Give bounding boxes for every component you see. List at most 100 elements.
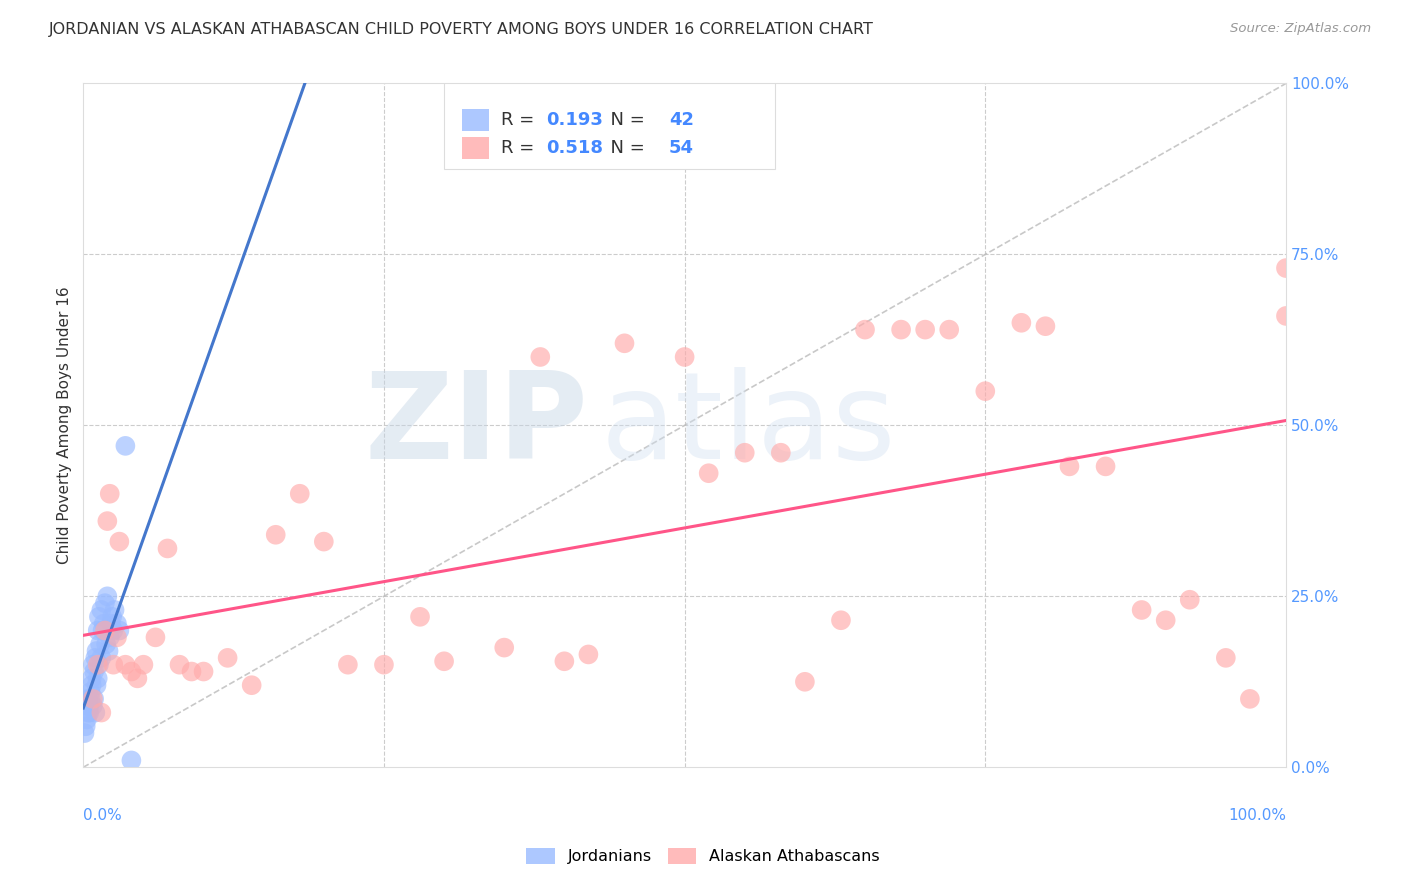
Point <box>373 657 395 672</box>
Point <box>217 651 239 665</box>
Point <box>433 654 456 668</box>
Point <box>83 692 105 706</box>
Point <box>77 692 100 706</box>
Point <box>1010 316 1032 330</box>
Point <box>82 692 104 706</box>
Point <box>86 644 108 658</box>
Point <box>1059 459 1081 474</box>
Point <box>80 672 103 686</box>
Point <box>120 754 142 768</box>
Point <box>96 514 118 528</box>
Point <box>734 446 756 460</box>
Point <box>1239 692 1261 706</box>
Point <box>409 610 432 624</box>
Text: 42: 42 <box>669 111 695 128</box>
Point <box>79 692 101 706</box>
Point <box>1130 603 1153 617</box>
Point <box>80 678 103 692</box>
Point <box>83 665 105 679</box>
FancyBboxPatch shape <box>444 84 775 169</box>
Point <box>938 323 960 337</box>
Text: N =: N = <box>599 139 651 157</box>
Point <box>90 651 112 665</box>
Point <box>1178 592 1201 607</box>
Point <box>77 706 100 720</box>
Point <box>87 672 110 686</box>
Point <box>114 657 136 672</box>
Point <box>94 637 117 651</box>
Y-axis label: Child Poverty Among Boys Under 16: Child Poverty Among Boys Under 16 <box>58 286 72 564</box>
Point <box>974 384 997 399</box>
Point <box>94 624 117 638</box>
Text: R =: R = <box>501 111 540 128</box>
Point <box>75 719 97 733</box>
Point <box>105 631 128 645</box>
Point <box>76 698 98 713</box>
Bar <box>463 137 489 160</box>
Point <box>87 657 110 672</box>
Point <box>127 672 149 686</box>
Point <box>82 698 104 713</box>
Point <box>79 698 101 713</box>
Point <box>86 678 108 692</box>
Point <box>84 651 107 665</box>
Text: 54: 54 <box>669 139 695 157</box>
Legend: Jordanians, Alaskan Athabascans: Jordanians, Alaskan Athabascans <box>520 841 886 871</box>
Point <box>100 616 122 631</box>
Point <box>169 657 191 672</box>
Point <box>87 624 110 638</box>
Text: ZIP: ZIP <box>364 367 589 483</box>
Point <box>108 534 131 549</box>
Point <box>1275 309 1298 323</box>
Point <box>240 678 263 692</box>
Text: Source: ZipAtlas.com: Source: ZipAtlas.com <box>1230 22 1371 36</box>
Point <box>108 624 131 638</box>
Point <box>114 439 136 453</box>
Point <box>697 467 720 481</box>
Point <box>156 541 179 556</box>
Point <box>312 534 335 549</box>
Point <box>769 446 792 460</box>
Point <box>529 350 551 364</box>
Point <box>101 610 124 624</box>
Point <box>103 657 125 672</box>
Point <box>103 603 125 617</box>
Point <box>89 637 111 651</box>
Point <box>73 726 96 740</box>
Point <box>180 665 202 679</box>
Point <box>1215 651 1237 665</box>
Point <box>578 648 600 662</box>
Point <box>97 644 120 658</box>
Text: 0.518: 0.518 <box>547 139 603 157</box>
Point <box>79 706 101 720</box>
Point <box>288 487 311 501</box>
Point <box>132 657 155 672</box>
Point <box>90 603 112 617</box>
Point <box>87 657 110 672</box>
Point <box>93 616 115 631</box>
Point <box>91 624 114 638</box>
Point <box>914 323 936 337</box>
Text: atlas: atlas <box>600 367 896 483</box>
Text: R =: R = <box>501 139 540 157</box>
Point <box>82 657 104 672</box>
Point <box>94 596 117 610</box>
Point <box>264 528 287 542</box>
Text: 0.0%: 0.0% <box>83 808 122 823</box>
Point <box>98 487 121 501</box>
Point <box>103 624 125 638</box>
Point <box>830 613 852 627</box>
Point <box>793 674 815 689</box>
Point <box>890 323 912 337</box>
Text: JORDANIAN VS ALASKAN ATHABASCAN CHILD POVERTY AMONG BOYS UNDER 16 CORRELATION CH: JORDANIAN VS ALASKAN ATHABASCAN CHILD PO… <box>49 22 875 37</box>
Bar <box>463 109 489 130</box>
Point <box>673 350 696 364</box>
Text: 0.193: 0.193 <box>547 111 603 128</box>
Point <box>553 654 575 668</box>
Point <box>853 323 876 337</box>
Point <box>1154 613 1177 627</box>
Point <box>96 590 118 604</box>
Point <box>90 706 112 720</box>
Point <box>79 685 101 699</box>
Point <box>1035 319 1057 334</box>
